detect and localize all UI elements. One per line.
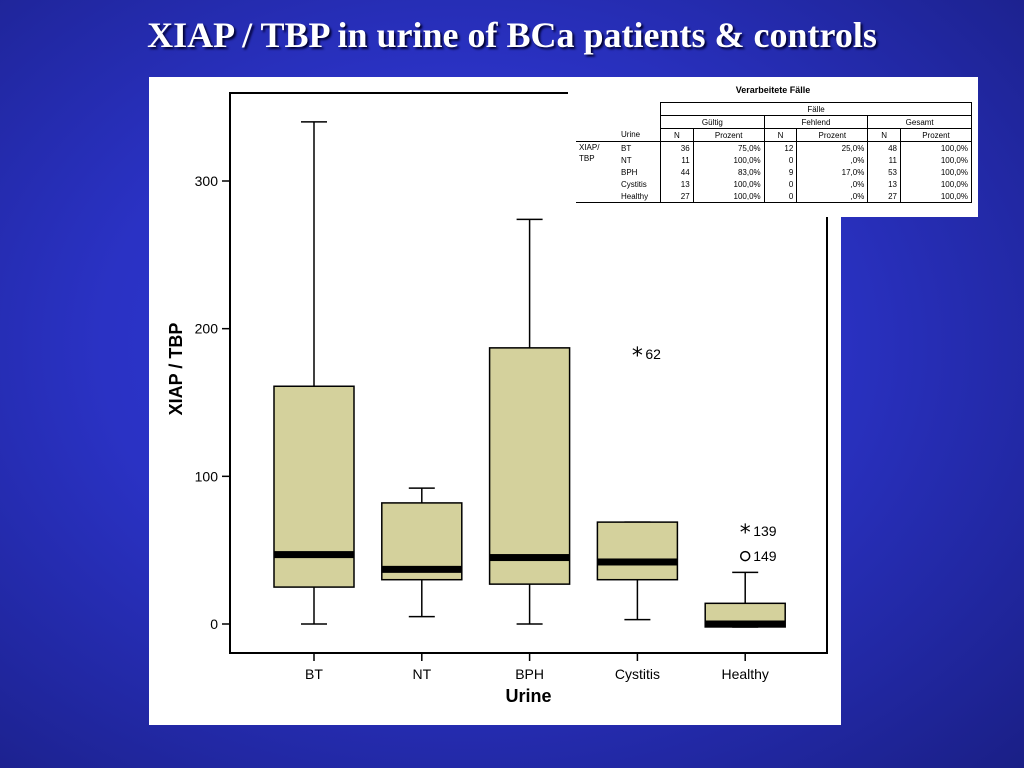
row-label: Healthy (618, 190, 661, 203)
y-axis-title: XIAP / TBP (166, 323, 186, 416)
header-gesamt: Gesamt (867, 115, 972, 129)
table-cell: 0 (763, 178, 797, 190)
y-tick-label: 200 (195, 321, 219, 337)
outlier-star-marker: * (740, 521, 751, 546)
outlier-star-marker: * (632, 344, 643, 369)
outlier-label: 139 (753, 523, 777, 539)
table-cell: 100,0% (899, 141, 973, 154)
row-label: BPH (621, 167, 638, 177)
x-tick-label: Healthy (721, 666, 768, 682)
header-faelle: Fälle (660, 102, 972, 116)
outlier-circle-marker (739, 550, 751, 562)
median-line (274, 551, 354, 559)
outlier-label: 149 (753, 548, 777, 564)
table-cell: 48 (867, 141, 901, 154)
box-bph (488, 347, 571, 585)
slide-title: XIAP / TBP in urine of BCa patients & co… (147, 15, 877, 55)
table-cell: 13 (660, 178, 694, 190)
table-cell: 100,0% (692, 154, 765, 166)
subheader-n: N (660, 128, 694, 142)
median-line (489, 554, 570, 562)
header-fehlend: Fehlend (763, 115, 868, 129)
table-cell: 100,0% (899, 190, 973, 203)
table-cell: ,0% (796, 154, 868, 166)
table-row: Cystitis 13 100,0% 0 ,0% 13 100,0% (576, 178, 973, 190)
table-cell: 0 (763, 154, 797, 166)
case-summary-panel: Verarbeitete Fälle Fälle Gültig Fehlend … (568, 77, 978, 217)
table-cell: 9 (763, 166, 797, 178)
y-tick-label: 100 (195, 468, 219, 484)
table-cell: ,0% (796, 190, 868, 203)
table-row: XIAP/ TBP BT 36 75,0% 12 25,0% 48 100,0% (576, 141, 973, 203)
table-cell: 13 (867, 178, 901, 190)
box-cystitis (596, 521, 679, 581)
x-tick-label: BT (305, 666, 323, 682)
table-cell: 44 (660, 166, 694, 178)
table-cell: 0 (763, 190, 797, 203)
y-tick-label: 300 (195, 173, 219, 189)
table-row: NT 11 100,0% 0 ,0% 11 100,0% (576, 154, 973, 166)
x-tick-label: BPH (515, 666, 544, 682)
subheader-prozent: Prozent (692, 128, 765, 142)
table-cell: 53 (867, 166, 901, 178)
median-line (705, 620, 786, 628)
table-cell: 11 (867, 154, 901, 166)
outlier-label: 62 (645, 346, 661, 362)
table-cell: 83,0% (692, 166, 765, 178)
case-summary-title: Verarbeitete Fälle (735, 85, 811, 95)
x-tick-label: Cystitis (615, 666, 660, 682)
table-cell: 100,0% (899, 178, 973, 190)
table-cell: 17,0% (796, 166, 868, 178)
table-cell: 25,0% (796, 141, 868, 154)
table-row: Healthy 27 100,0% 0 ,0% 27 100,0% (576, 190, 973, 203)
subheader-n: N (867, 128, 901, 142)
table-cell: 11 (660, 154, 694, 166)
table-cell: ,0% (796, 178, 868, 190)
row-label: NT (621, 155, 632, 165)
subheader-n: N (763, 128, 797, 142)
x-tick-label: NT (412, 666, 431, 682)
table-cell: 27 (660, 190, 694, 203)
variable-label: XIAP/ TBP (576, 141, 618, 203)
case-summary-table: Fälle Gültig Fehlend Gesamt Urine N Proz… (576, 102, 973, 203)
subheader-prozent: Prozent (796, 128, 868, 142)
median-line (597, 558, 678, 566)
header-urine: Urine (618, 128, 661, 142)
y-tick-label: 0 (210, 616, 218, 632)
median-line (381, 565, 462, 573)
table-cell: 27 (867, 190, 901, 203)
row-label: Cystitis (621, 179, 647, 189)
table-cell: 100,0% (899, 154, 973, 166)
table-cell: 12 (763, 141, 797, 154)
subheader-prozent: Prozent (899, 128, 973, 142)
table-cell: 100,0% (899, 166, 973, 178)
x-axis-title: Urine (505, 686, 551, 706)
row-label: BT (621, 143, 632, 153)
header-gueltig: Gültig (660, 115, 765, 129)
table-cell: 100,0% (692, 178, 765, 190)
table-cell: 36 (660, 141, 694, 154)
table-cell: 100,0% (692, 190, 765, 203)
table-cell: 75,0% (692, 141, 765, 154)
table-row: BPH 44 83,0% 9 17,0% 53 100,0% (576, 166, 973, 178)
